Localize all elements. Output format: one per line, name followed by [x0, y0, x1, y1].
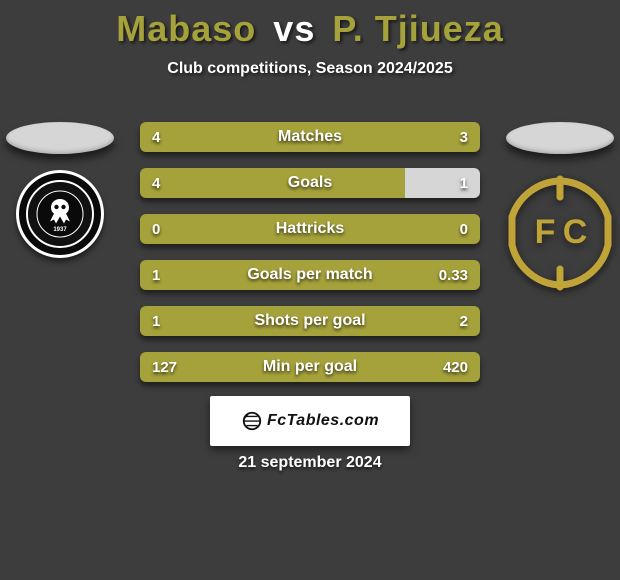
stat-bar-row: Goals per match10.33 — [140, 260, 480, 290]
brand-text: FcTables.com — [267, 412, 379, 430]
stat-bars-container: Matches43 Goals41 Hattricks00 Goals per mat… — [140, 122, 480, 382]
left-player-column: 1937 — [0, 120, 120, 258]
stat-bar-row: Shots per goal12 — [140, 306, 480, 336]
stat-bar-left-seg — [140, 260, 480, 290]
stat-bar-row: Min per goal127420 — [140, 352, 480, 382]
right-club-badge: F C — [501, 174, 619, 292]
svg-text:F: F — [535, 213, 556, 251]
stat-bar-left-seg — [140, 168, 405, 198]
svg-text:1937: 1937 — [53, 227, 67, 233]
stat-bar-left-seg — [140, 352, 480, 382]
svg-text:C: C — [563, 213, 588, 251]
brand-pill: FcTables.com — [210, 396, 410, 446]
right-player-column: F C — [500, 120, 620, 292]
right-player-head — [506, 122, 614, 154]
capetown-crest-icon: F C — [502, 175, 618, 291]
vs-text: vs — [267, 8, 321, 49]
stat-bar-left-seg — [140, 306, 480, 336]
comparison-title: Mabaso vs P. Tjiueza — [0, 0, 620, 50]
pirates-crest-icon: 1937 — [36, 190, 84, 238]
left-club-badge: 1937 — [16, 170, 104, 258]
player2-name: P. Tjiueza — [332, 8, 503, 49]
stat-bar-right-seg — [405, 168, 480, 198]
left-player-head — [6, 122, 114, 154]
player1-name: Mabaso — [116, 8, 256, 49]
stat-bar-row: Goals41 — [140, 168, 480, 198]
stat-bar-row: Matches43 — [140, 122, 480, 152]
fctables-logo-icon — [241, 410, 263, 432]
left-badge-inner: 1937 — [26, 180, 94, 248]
stat-bar-left-seg — [140, 214, 480, 244]
stat-bar-left-seg — [140, 122, 480, 152]
stat-bar-row: Hattricks00 — [140, 214, 480, 244]
season-subtitle: Club competitions, Season 2024/2025 — [0, 60, 620, 78]
date-text: 21 september 2024 — [0, 454, 620, 472]
